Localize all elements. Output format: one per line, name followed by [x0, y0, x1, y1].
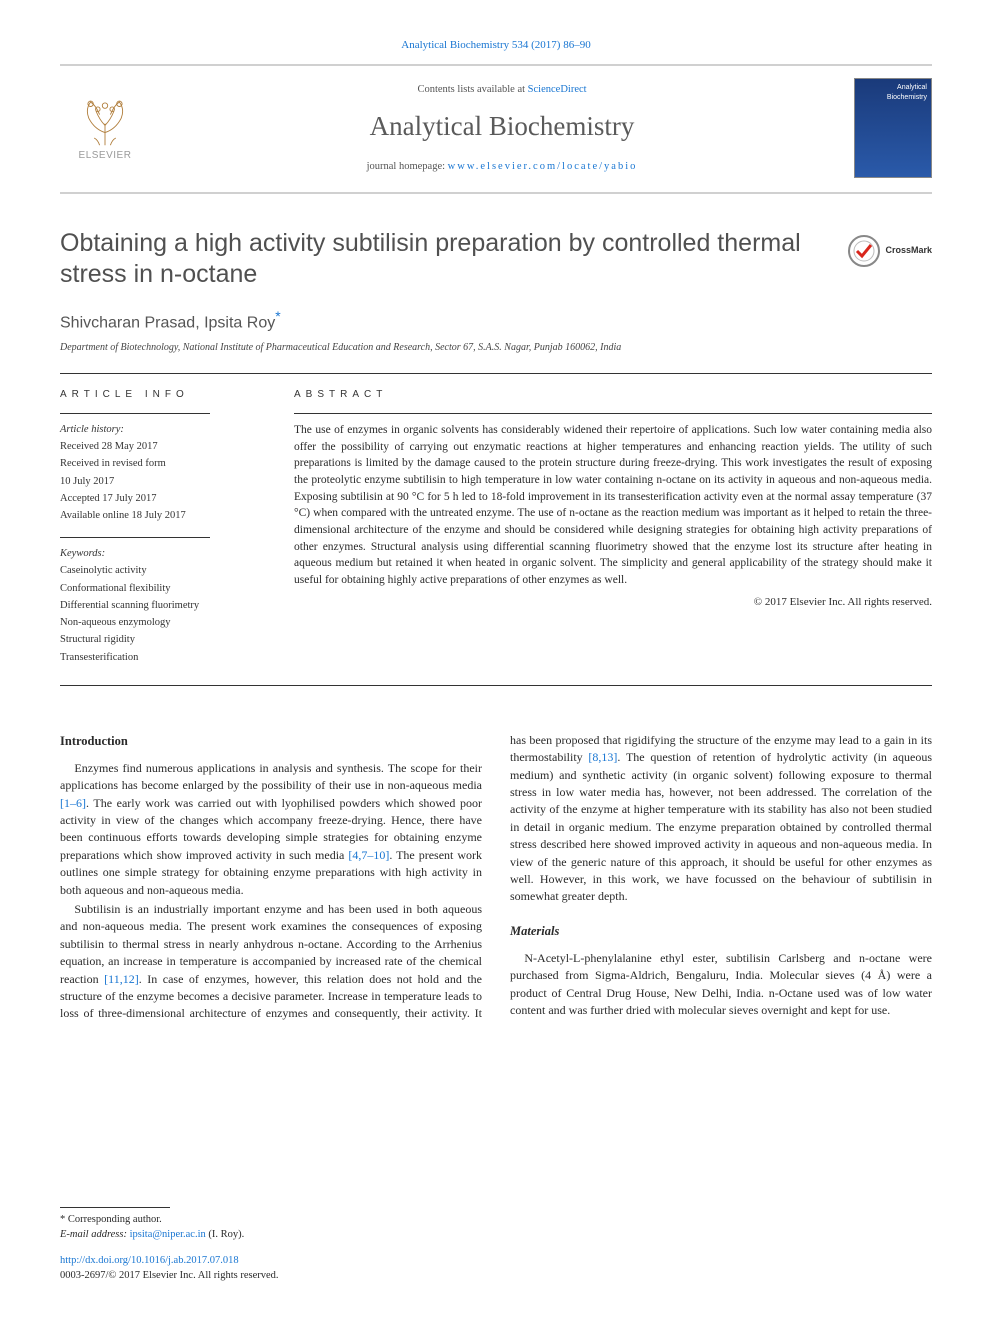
abstract-col: ABSTRACT The use of enzymes in organic s…	[294, 388, 932, 666]
history-header: Article history:	[60, 422, 260, 437]
keywords-block: Keywords: Caseinolytic activity Conforma…	[60, 537, 260, 665]
journal-header: ELSEVIER Contents lists available at Sci…	[60, 64, 932, 194]
email-label: E-mail address:	[60, 1229, 130, 1240]
abstract-label: ABSTRACT	[294, 388, 932, 403]
info-rule	[60, 413, 210, 414]
footer-block: * Corresponding author. E-mail address: …	[60, 1207, 460, 1283]
contents-prefix: Contents lists available at	[417, 84, 527, 95]
issn-line: 0003-2697/© 2017 Elsevier Inc. All right…	[60, 1268, 460, 1283]
footer-rule	[60, 1207, 170, 1208]
contents-line: Contents lists available at ScienceDirec…	[170, 82, 834, 97]
homepage-prefix: journal homepage:	[367, 161, 448, 172]
abstract-text: The use of enzymes in organic solvents h…	[294, 422, 932, 589]
journal-name: Analytical Biochemistry	[170, 107, 834, 146]
keywords-header: Keywords:	[60, 546, 260, 561]
materials-para: N-Acetyl-L-phenylalanine ethyl ester, su…	[510, 950, 932, 1020]
affiliation: Department of Biotechnology, National In…	[60, 341, 932, 356]
citation-line: Analytical Biochemistry 534 (2017) 86–90	[60, 38, 932, 54]
history-revised-1: Received in revised form	[60, 456, 260, 471]
elsevier-tree-icon	[78, 93, 132, 147]
homepage-link[interactable]: www.elsevier.com/locate/yabio	[448, 161, 638, 172]
copyright: © 2017 Elsevier Inc. All rights reserved…	[294, 595, 932, 611]
abstract-rule	[294, 413, 932, 414]
ref-link[interactable]: [1–6]	[60, 796, 86, 810]
article-title: Obtaining a high activity subtilisin pre…	[60, 228, 831, 291]
crossmark-badge[interactable]: CrossMark	[847, 234, 932, 268]
doi-line: http://dx.doi.org/10.1016/j.ab.2017.07.0…	[60, 1253, 460, 1268]
history-online: Available online 18 July 2017	[60, 508, 260, 523]
keyword-item: Caseinolytic activity	[60, 563, 260, 578]
author-names: Shivcharan Prasad, Ipsita Roy	[60, 315, 275, 332]
doi-link[interactable]: http://dx.doi.org/10.1016/j.ab.2017.07.0…	[60, 1255, 239, 1266]
authors: Shivcharan Prasad, Ipsita Roy*	[60, 306, 932, 335]
keyword-item: Non-aqueous enzymology	[60, 615, 260, 630]
homepage-line: journal homepage: www.elsevier.com/locat…	[170, 159, 834, 174]
text-run: Enzymes find numerous applications in an…	[60, 761, 482, 792]
ref-link[interactable]: [4,7–10]	[348, 848, 389, 862]
keyword-item: Structural rigidity	[60, 632, 260, 647]
corresponding-mark: *	[275, 308, 280, 324]
kw-rule	[60, 537, 210, 538]
keyword-item: Differential scanning fluorimetry	[60, 598, 260, 613]
crossmark-label: CrossMark	[885, 244, 932, 257]
history-accepted: Accepted 17 July 2017	[60, 491, 260, 506]
email-line: E-mail address: ipsita@niper.ac.in (I. R…	[60, 1227, 460, 1242]
article-info-label: ARTICLE INFO	[60, 388, 260, 403]
article-info-col: ARTICLE INFO Article history: Received 2…	[60, 388, 260, 666]
keyword-item: Conformational flexibility	[60, 581, 260, 596]
corresponding-label: * Corresponding author.	[60, 1212, 460, 1227]
cover-title: Analytical Biochemistry	[859, 83, 927, 103]
history-received: Received 28 May 2017	[60, 439, 260, 454]
sciencedirect-link[interactable]: ScienceDirect	[528, 84, 587, 95]
intro-para-1: Enzymes find numerous applications in an…	[60, 760, 482, 899]
journal-cover-thumb: Analytical Biochemistry	[854, 78, 932, 178]
publisher-name: ELSEVIER	[79, 149, 132, 164]
crossmark-icon	[847, 234, 881, 268]
header-center: Contents lists available at ScienceDirec…	[170, 82, 834, 174]
text-run: . The question of retention of hydrolyti…	[510, 750, 932, 903]
keyword-item: Transesterification	[60, 650, 260, 665]
email-who: (I. Roy).	[206, 1229, 245, 1240]
info-abstract-row: ARTICLE INFO Article history: Received 2…	[60, 388, 932, 666]
rule-bottom	[60, 685, 932, 686]
rule-top	[60, 373, 932, 374]
history-revised-2: 10 July 2017	[60, 474, 260, 489]
materials-heading: Materials	[510, 922, 932, 940]
body-columns: Introduction Enzymes find numerous appli…	[60, 732, 932, 1023]
title-block: Obtaining a high activity subtilisin pre…	[60, 228, 932, 291]
publisher-logo-block: ELSEVIER	[60, 93, 150, 164]
intro-heading: Introduction	[60, 732, 482, 750]
ref-link[interactable]: [11,12]	[104, 972, 139, 986]
ref-link[interactable]: [8,13]	[588, 750, 617, 764]
email-link[interactable]: ipsita@niper.ac.in	[130, 1229, 206, 1240]
